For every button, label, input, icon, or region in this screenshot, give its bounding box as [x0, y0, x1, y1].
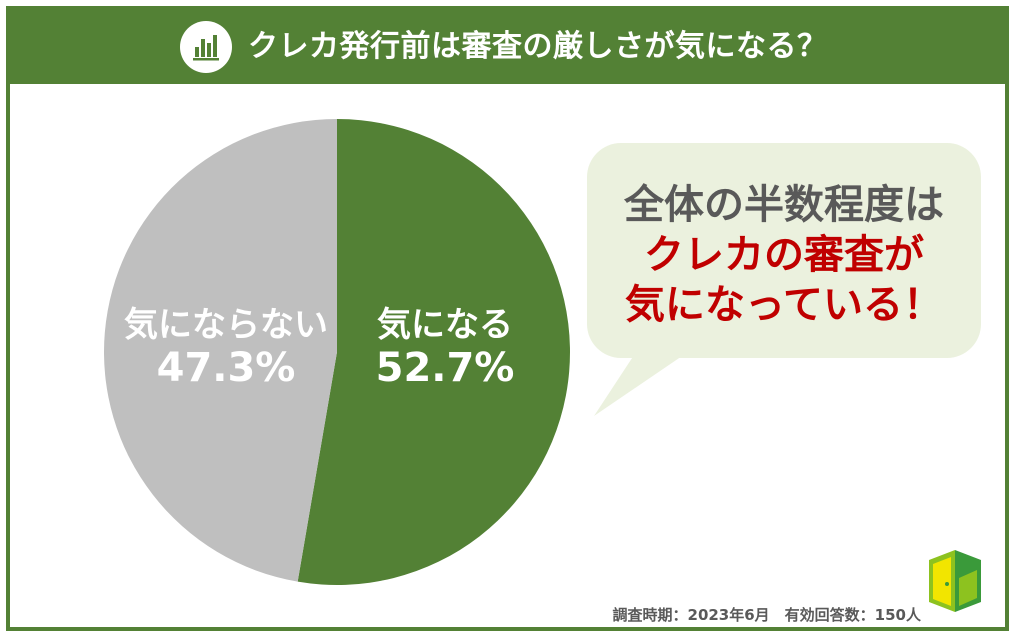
- slice-label-concerned: 気になる 52.7%: [370, 305, 520, 392]
- door-logo-icon: [929, 550, 981, 612]
- slice-name-not-concerned: 気にならない: [124, 305, 328, 345]
- title-bar: クレカ発行前は審査の厳しさが気になる？: [10, 10, 1005, 84]
- callout-line-3: 気になっている！: [625, 282, 943, 328]
- page-title: クレカ発行前は審査の厳しさが気になる？: [248, 29, 828, 64]
- slice-name-concerned: 気になる: [377, 305, 513, 345]
- callout-line-2: クレカの審査が: [644, 232, 924, 278]
- callout-tail: [594, 352, 688, 416]
- bar-chart-icon: [180, 21, 232, 73]
- slice-value-not-concerned: 47.3%: [156, 345, 296, 392]
- survey-footnote: 調査時期：2023年6月 有効回答数：150人: [612, 606, 922, 624]
- pie-slice-not-concerned: [103, 119, 337, 582]
- callout-message: 全体の半数程度は クレカの審査が 気になっている！: [587, 180, 981, 330]
- callout-line-1: 全体の半数程度は: [624, 182, 944, 228]
- slice-value-concerned: 52.7%: [375, 345, 515, 392]
- slice-label-not-concerned: 気にならない 47.3%: [106, 305, 346, 392]
- pie-slice-concerned: [297, 119, 570, 585]
- callout-bubble: [587, 143, 981, 358]
